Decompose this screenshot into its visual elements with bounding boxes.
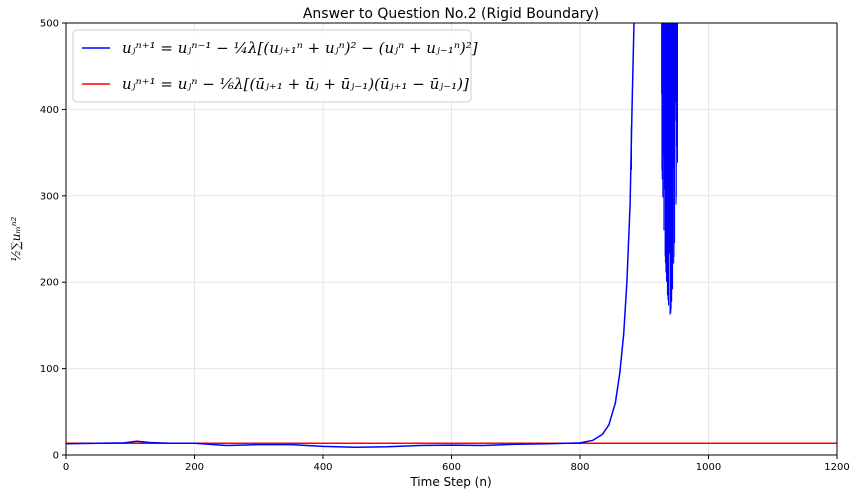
- x-tick-label: 800: [570, 462, 589, 473]
- legend-entry-red: uⱼⁿ⁺¹ = uⱼⁿ − ⅙λ[(ūⱼ₊₁ + ūⱼ + ūⱼ₋₁)(ūⱼ₊₁…: [122, 75, 469, 93]
- y-ticks: 0 100 200 300 400 500: [40, 19, 66, 462]
- series-line-blue: [66, 23, 635, 448]
- y-tick-label: 100: [40, 364, 59, 375]
- x-tick-label: 1200: [824, 462, 849, 473]
- x-ticks: 0 200 400 600 800 1000 1200: [63, 455, 850, 473]
- chart-title: Answer to Question No.2 (Rigid Boundary): [303, 6, 599, 22]
- series-oscillation-blue: [661, 23, 678, 315]
- legend-entry-blue: uⱼⁿ⁺¹ = uⱼⁿ⁻¹ − ¼λ[(uⱼ₊₁ⁿ + uⱼⁿ)² − (uⱼⁿ…: [122, 39, 478, 57]
- legend: uⱼⁿ⁺¹ = uⱼⁿ⁻¹ − ¼λ[(uⱼ₊₁ⁿ + uⱼⁿ)² − (uⱼⁿ…: [72, 29, 478, 103]
- x-tick-label: 1000: [696, 462, 721, 473]
- y-tick-label: 0: [53, 451, 59, 462]
- y-axis-label: ½∑uₘⁿ²: [9, 216, 23, 261]
- x-tick-label: 200: [185, 462, 204, 473]
- y-tick-label: 400: [40, 105, 59, 116]
- x-tick-label: 600: [442, 462, 461, 473]
- x-tick-label: 0: [63, 462, 69, 473]
- series-group: [66, 23, 837, 448]
- y-tick-label: 300: [40, 191, 59, 202]
- y-tick-label: 500: [40, 19, 59, 30]
- y-tick-label: 200: [40, 278, 59, 289]
- x-axis-label: Time Step (n): [409, 475, 491, 489]
- legend-box: [72, 29, 472, 103]
- series-layer: [66, 23, 837, 448]
- x-tick-label: 400: [313, 462, 332, 473]
